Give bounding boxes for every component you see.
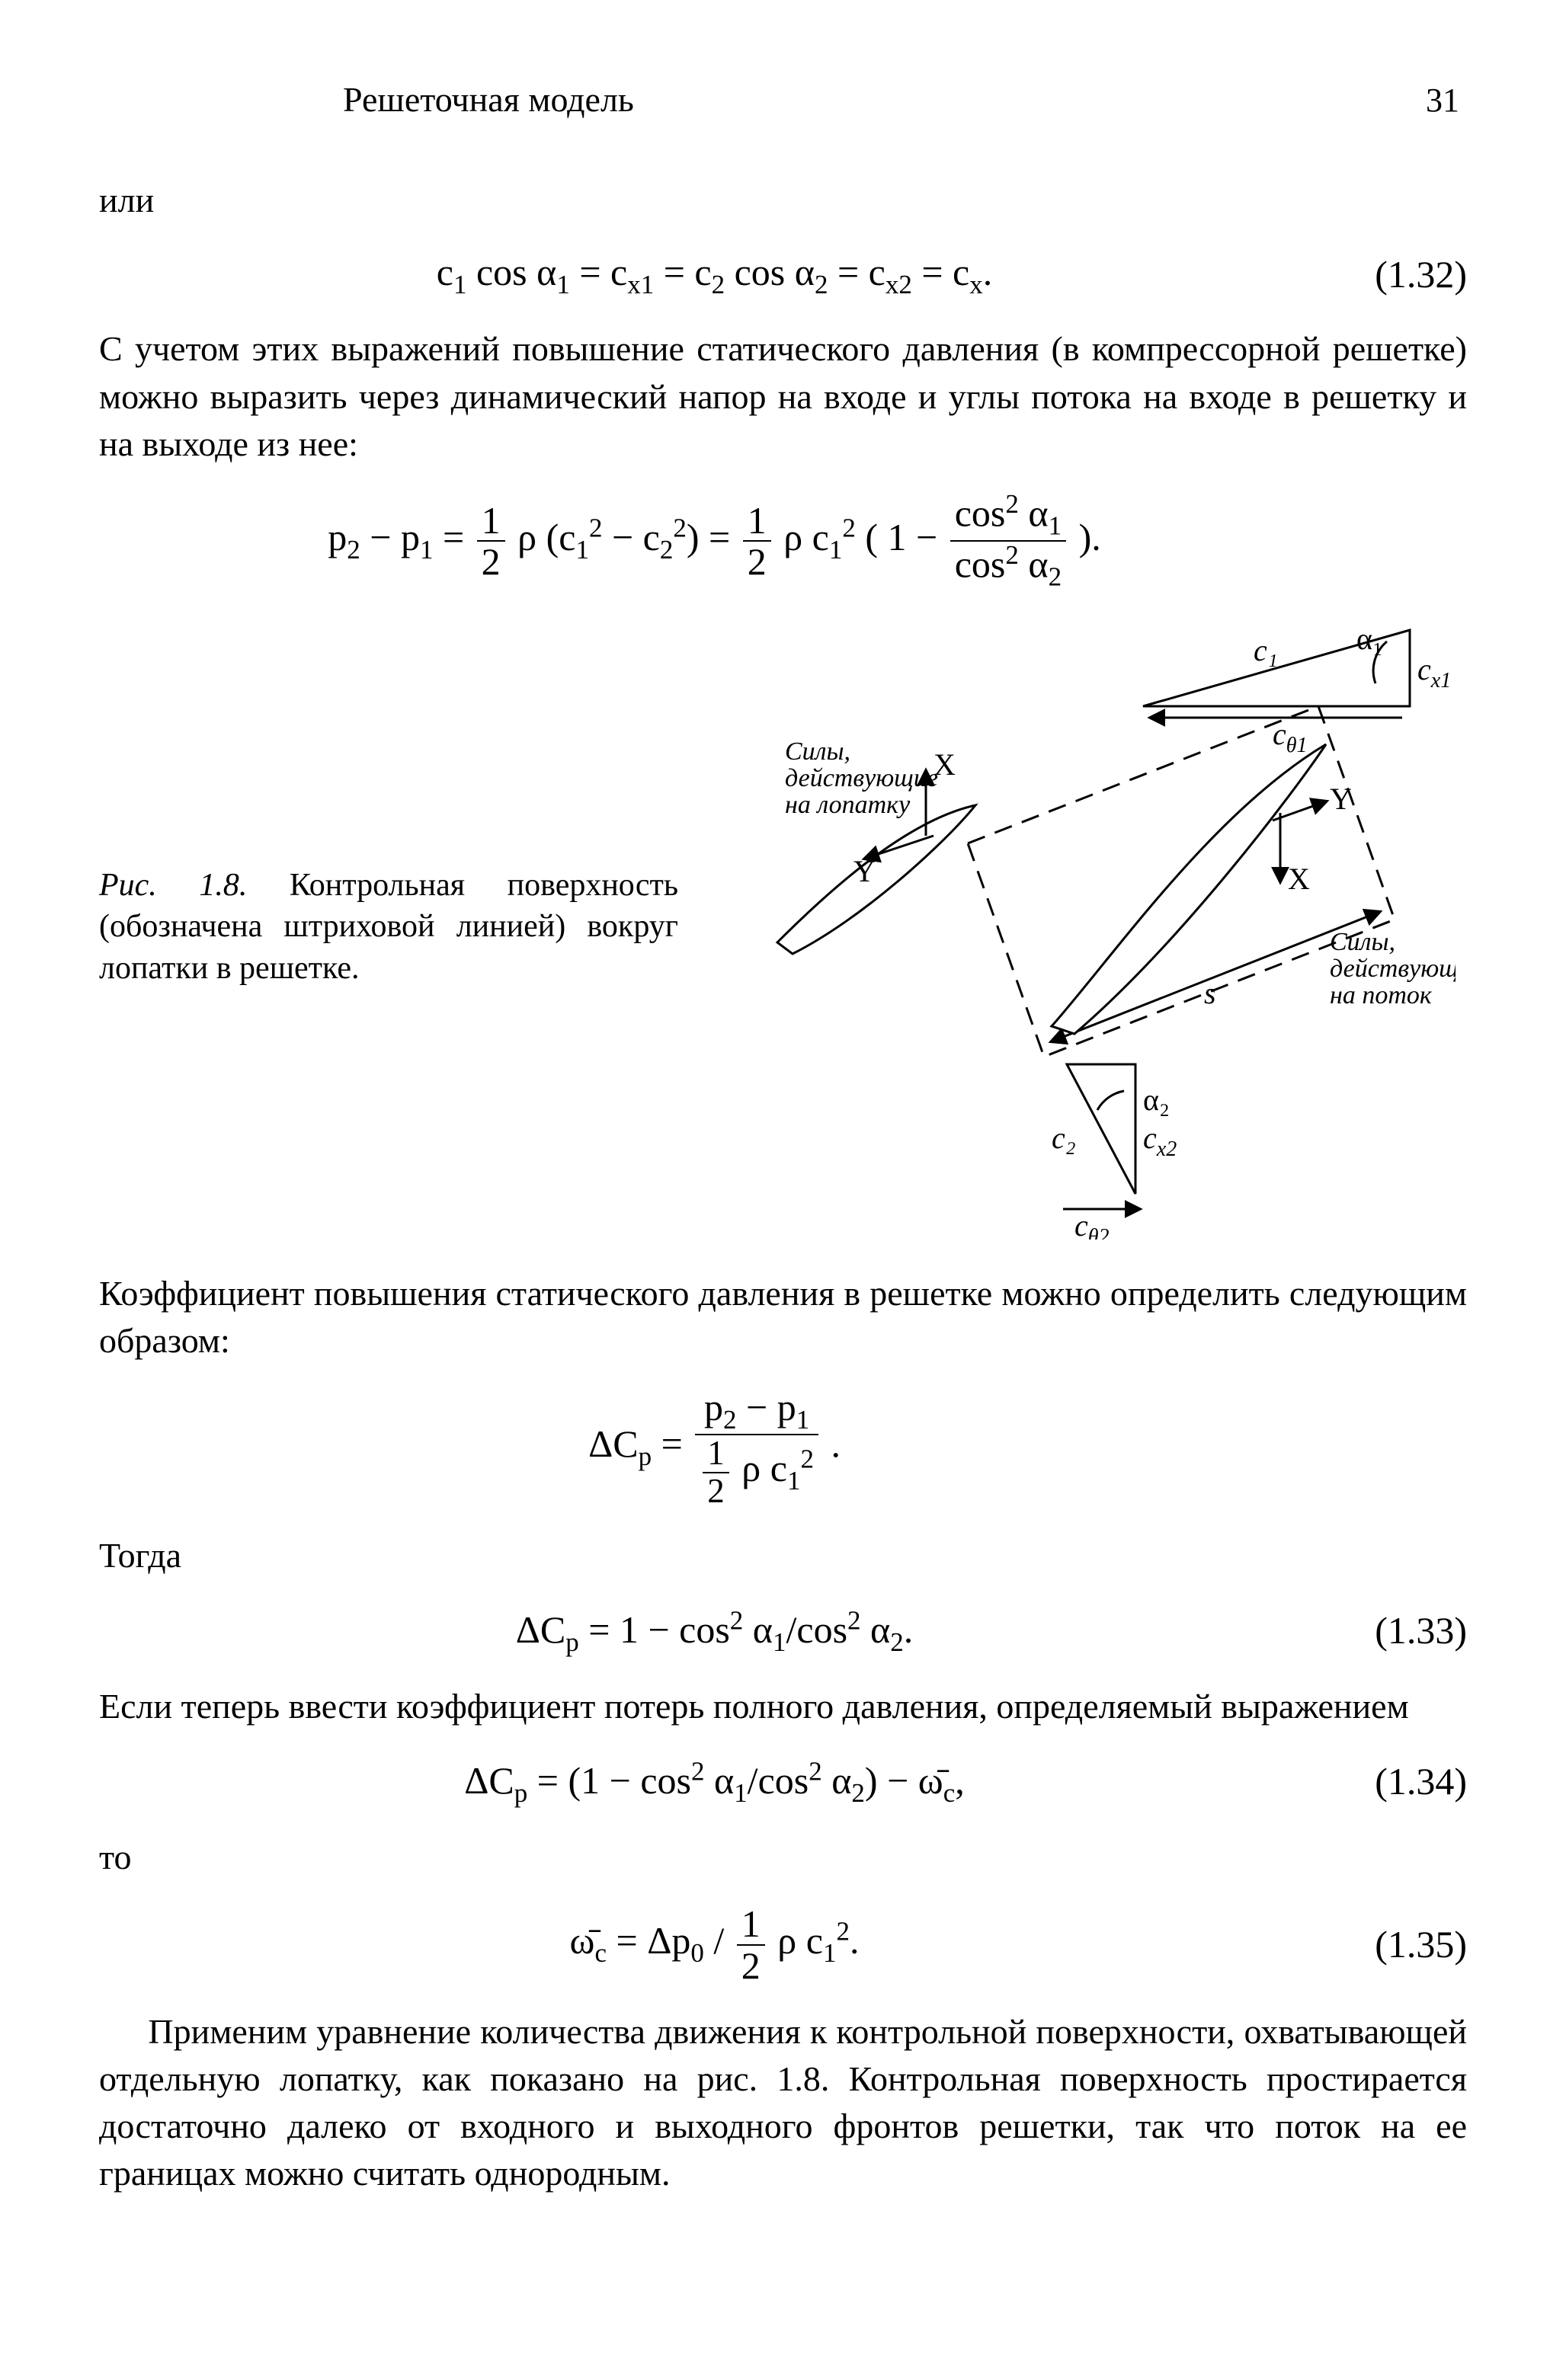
fig-s: s bbox=[1204, 976, 1216, 1010]
e135-half-num: 1 bbox=[737, 1904, 765, 1946]
paragraph-4: Применим уравнение количества движения к… bbox=[99, 2008, 1467, 2197]
fig-c1: c₁ bbox=[1254, 633, 1278, 667]
equation-1-35-number: (1.35) bbox=[1330, 1919, 1467, 1971]
eCp-lhs: ΔCp = bbox=[588, 1422, 683, 1465]
ep-half2-num: 1 bbox=[743, 501, 771, 542]
page: Решеточная модель 31 или c1 cos α1 = cx1… bbox=[0, 0, 1566, 2380]
ep-half2-den: 2 bbox=[743, 542, 771, 582]
eq-1-35-half: 1 2 bbox=[734, 1904, 768, 1985]
equation-1-35-body: ω̄c = Δp0 / 1 2 ρ c12. bbox=[99, 1904, 1330, 1985]
eCp-den-half-den: 2 bbox=[703, 1473, 729, 1509]
ep-cos-num: cos2 α1 bbox=[950, 491, 1066, 542]
eq-1-35-lhs: ω̄c = Δp0 / bbox=[570, 1919, 725, 1962]
ep-tail: ). bbox=[1079, 516, 1101, 558]
eq-1-33-text: ΔCp = 1 − cos2 α1/cos2 α2. bbox=[516, 1608, 914, 1651]
eq-1-35-tail: ρ c12. bbox=[777, 1919, 859, 1962]
equation-pressure: p2 − p1 = 1 2 ρ (c12 − c22) = 1 2 ρ c12 … bbox=[99, 491, 1467, 592]
fig-X-flow: X bbox=[1288, 862, 1310, 896]
equation-1-34: ΔCp = (1 − cos2 α1/cos2 α2) − ω̄c, (1.34… bbox=[99, 1753, 1467, 1811]
fig-Y-blade: Y bbox=[853, 854, 876, 888]
fig-ann-blade-3: на лопатку bbox=[785, 791, 911, 819]
equation-pressure-body: p2 − p1 = 1 2 ρ (c12 − c22) = 1 2 ρ c12 … bbox=[99, 491, 1330, 592]
fig-alpha2: α₂ bbox=[1143, 1083, 1170, 1117]
text-to: то bbox=[99, 1834, 1467, 1881]
paragraph-1: С учетом этих выражений повышение статич… bbox=[99, 325, 1467, 467]
ep-cos-den: cos2 α2 bbox=[950, 542, 1066, 591]
fig-ann-blade-1: Силы, bbox=[785, 737, 850, 766]
figure-label: Рис. 1.8. bbox=[99, 868, 247, 903]
ep-half-2: 1 2 bbox=[740, 501, 774, 582]
equation-1-33-body: ΔCp = 1 − cos2 α1/cos2 α2. bbox=[99, 1602, 1330, 1660]
ep-mid2: ρ c12 ( 1 − bbox=[783, 516, 937, 558]
equation-1-32-number: (1.32) bbox=[1330, 249, 1467, 301]
fig-ann-flow-2: действующие bbox=[1330, 955, 1456, 983]
equation-1-33: ΔCp = 1 − cos2 α1/cos2 α2. (1.33) bbox=[99, 1602, 1467, 1660]
equation-1-32: c1 cos α1 = cx1 = c2 cos α2 = cx2 = cx. … bbox=[99, 247, 1467, 302]
eCp-tail: . bbox=[831, 1422, 841, 1465]
paragraph-2: Коэффициент повышения статического давле… bbox=[99, 1270, 1467, 1364]
equation-1-32-body: c1 cos α1 = cx1 = c2 cos α2 = cx2 = cx. bbox=[99, 247, 1330, 302]
equation-1-35: ω̄c = Δp0 / 1 2 ρ c12. (1.35) bbox=[99, 1904, 1467, 1985]
eCp-frac: p2 − p1 1 2 ρ c12 bbox=[692, 1387, 821, 1509]
eCp-den-half-num: 1 bbox=[703, 1435, 729, 1473]
fig-ct1: cθ1 bbox=[1273, 717, 1308, 757]
ep-half1-num: 1 bbox=[477, 501, 505, 542]
figure-1-8: Рис. 1.8. Контрольная поверхность (обозн… bbox=[99, 615, 1467, 1240]
eCp-den-half: 1 2 bbox=[700, 1435, 732, 1509]
paragraph-3: Если теперь ввести коэффициент потерь по… bbox=[99, 1683, 1467, 1730]
fig-ct2: cθ2 bbox=[1074, 1208, 1110, 1240]
eq-1-32-text: c1 cos α1 = cx1 = c2 cos α2 = cx2 = cx. bbox=[437, 251, 992, 293]
header-title: Решеточная модель bbox=[343, 76, 634, 123]
page-number: 31 bbox=[1426, 78, 1459, 123]
eCp-den-rest: ρ c12 bbox=[732, 1447, 814, 1489]
fig-X-blade: X bbox=[934, 747, 956, 782]
ep-half-1: 1 2 bbox=[474, 501, 508, 582]
fig-cx1: cx1 bbox=[1417, 652, 1451, 693]
e135-half-den: 2 bbox=[737, 1946, 765, 1986]
fig-alpha1: α₁ bbox=[1356, 622, 1383, 656]
fig-ann-flow-1: Силы, bbox=[1330, 928, 1395, 956]
figure-1-8-caption: Рис. 1.8. Контрольная поверхность (обозн… bbox=[99, 865, 678, 990]
text-ili: или bbox=[99, 177, 1467, 224]
page-header: Решеточная модель 31 bbox=[99, 76, 1467, 123]
eCp-num: p2 − p1 bbox=[695, 1387, 818, 1436]
figure-svg: Силы, действующие на лопатку Силы, дейст… bbox=[693, 615, 1456, 1240]
eCp-den: 1 2 ρ c12 bbox=[695, 1435, 818, 1509]
ep-mid1: ρ (c12 − c22) = bbox=[517, 516, 730, 558]
equation-deltaCp: ΔCp = p2 − p1 1 2 ρ c12 . bbox=[99, 1387, 1467, 1509]
fig-c2: c₂ bbox=[1052, 1121, 1076, 1155]
figure-1-8-svg: Силы, действующие на лопатку Силы, дейст… bbox=[693, 615, 1467, 1240]
ep-half1-den: 2 bbox=[477, 542, 505, 582]
fig-ann-flow-3: на поток bbox=[1330, 981, 1433, 1009]
equation-1-34-number: (1.34) bbox=[1330, 1756, 1467, 1808]
fig-cx2: cx2 bbox=[1143, 1121, 1177, 1161]
ep-cosfrac: cos2 α1 cos2 α2 bbox=[947, 491, 1069, 592]
ep-lhs: p2 − p1 = bbox=[328, 516, 464, 558]
text-togda: Тогда bbox=[99, 1532, 1467, 1579]
fig-ann-blade-2: действующие bbox=[785, 764, 938, 792]
eq-1-34-text: ΔCp = (1 − cos2 α1/cos2 α2) − ω̄c, bbox=[464, 1759, 964, 1802]
equation-deltaCp-body: ΔCp = p2 − p1 1 2 ρ c12 . bbox=[99, 1387, 1330, 1509]
fig-Y-flow: Y bbox=[1330, 782, 1352, 816]
equation-1-33-number: (1.33) bbox=[1330, 1605, 1467, 1657]
equation-1-34-body: ΔCp = (1 − cos2 α1/cos2 α2) − ω̄c, bbox=[99, 1753, 1330, 1811]
